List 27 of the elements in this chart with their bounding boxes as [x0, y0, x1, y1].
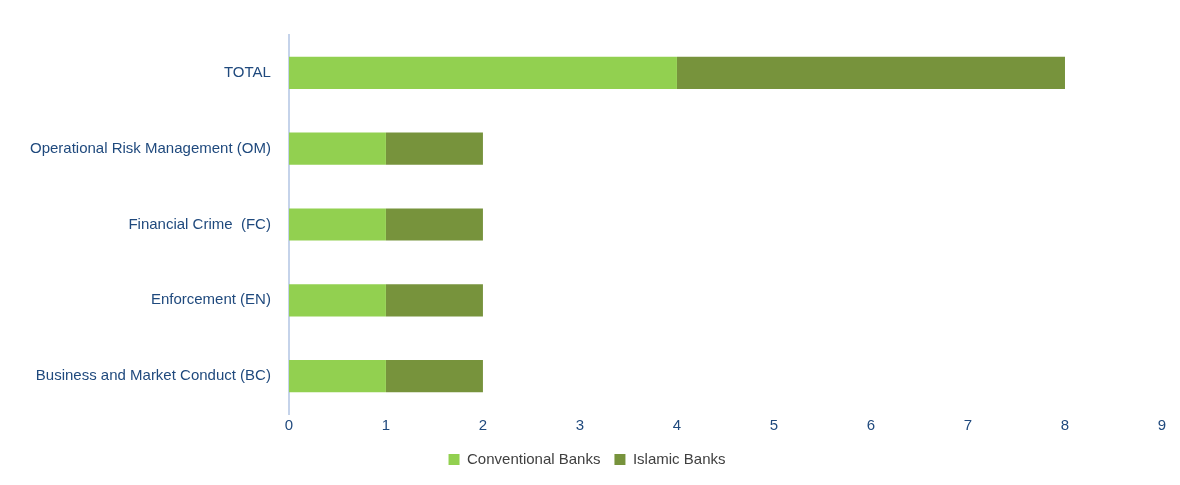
bar: [676, 56, 1065, 90]
x-tick-label: 9: [1157, 416, 1167, 434]
x-tick-label: 6: [866, 416, 876, 434]
x-tick-label: 1: [381, 416, 391, 434]
bar: [385, 284, 483, 317]
y-tick-label: TOTAL: [223, 63, 271, 81]
x-tick-label: 4: [672, 416, 682, 434]
legend-label: Islamic Banks: [632, 449, 726, 467]
x-tick-label: 2: [478, 416, 488, 434]
bar: [288, 284, 386, 317]
bar: [385, 359, 483, 393]
y-tick-label: Business and Market Conduct (BC): [35, 366, 271, 384]
x-tick-label: 5: [769, 416, 779, 434]
bar: [385, 132, 483, 165]
bar: [288, 208, 386, 241]
bar: [288, 359, 386, 393]
y-tick-label: Enforcement (EN): [150, 290, 271, 308]
x-tick-label: 3: [575, 416, 585, 434]
bar: [385, 208, 483, 241]
legend-label: Conventional Banks: [467, 449, 601, 467]
x-tick-label: 7: [963, 416, 973, 434]
x-tick-label: 0: [284, 416, 294, 434]
bar: [288, 56, 677, 90]
bar: [288, 132, 386, 165]
y-tick-label: Financial Crime (FC): [128, 214, 271, 232]
y-tick-label: Operational Risk Management (OM): [29, 138, 271, 156]
x-tick-label: 8: [1060, 416, 1070, 434]
